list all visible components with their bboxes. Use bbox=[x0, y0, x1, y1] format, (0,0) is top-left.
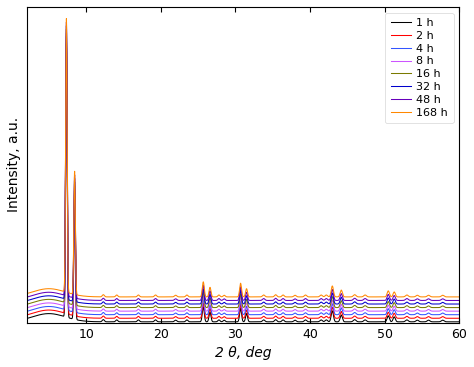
2 h bbox=[374, 316, 380, 320]
Line: 32 h: 32 h bbox=[27, 26, 459, 304]
2 h bbox=[127, 316, 132, 320]
8 h bbox=[453, 309, 459, 313]
4 h bbox=[124, 312, 130, 317]
168 h bbox=[218, 294, 223, 298]
Line: 2 h: 2 h bbox=[27, 40, 459, 318]
168 h bbox=[187, 295, 192, 299]
32 h bbox=[187, 302, 192, 306]
48 h bbox=[374, 298, 379, 303]
X-axis label: 2 θ, deg: 2 θ, deg bbox=[215, 346, 271, 360]
48 h bbox=[456, 298, 462, 303]
4 h bbox=[24, 309, 29, 314]
48 h bbox=[187, 298, 192, 303]
Line: 16 h: 16 h bbox=[27, 29, 459, 308]
4 h bbox=[187, 312, 192, 317]
1 h bbox=[24, 316, 29, 321]
4 h bbox=[453, 312, 459, 317]
168 h bbox=[129, 295, 135, 299]
4 h bbox=[456, 312, 462, 317]
1 h bbox=[124, 320, 130, 324]
1 h bbox=[64, 41, 69, 46]
2 h bbox=[456, 316, 462, 320]
1 h bbox=[456, 320, 462, 324]
1 h bbox=[127, 320, 132, 324]
48 h bbox=[127, 298, 132, 303]
32 h bbox=[129, 302, 135, 306]
32 h bbox=[64, 23, 69, 28]
16 h bbox=[124, 305, 130, 310]
32 h bbox=[24, 299, 29, 303]
168 h bbox=[374, 295, 379, 299]
16 h bbox=[24, 302, 29, 306]
48 h bbox=[453, 298, 459, 303]
8 h bbox=[64, 31, 69, 35]
16 h bbox=[374, 305, 379, 310]
16 h bbox=[127, 305, 132, 310]
Line: 8 h: 8 h bbox=[27, 33, 459, 311]
168 h bbox=[24, 291, 29, 296]
168 h bbox=[127, 295, 132, 299]
48 h bbox=[124, 298, 130, 303]
8 h bbox=[124, 309, 130, 313]
Line: 1 h: 1 h bbox=[27, 44, 459, 322]
4 h bbox=[127, 312, 132, 317]
48 h bbox=[24, 295, 29, 299]
16 h bbox=[129, 305, 135, 310]
8 h bbox=[456, 309, 462, 313]
4 h bbox=[374, 312, 379, 317]
16 h bbox=[64, 27, 69, 32]
16 h bbox=[218, 305, 223, 309]
1 h bbox=[453, 320, 458, 324]
8 h bbox=[187, 309, 192, 313]
168 h bbox=[124, 295, 130, 299]
2 h bbox=[218, 315, 223, 320]
16 h bbox=[453, 305, 459, 310]
1 h bbox=[218, 319, 223, 323]
32 h bbox=[456, 302, 462, 306]
4 h bbox=[218, 312, 223, 316]
16 h bbox=[456, 305, 462, 310]
2 h bbox=[453, 316, 459, 320]
2 h bbox=[187, 316, 192, 320]
8 h bbox=[24, 306, 29, 310]
2 h bbox=[124, 316, 130, 320]
Line: 168 h: 168 h bbox=[27, 19, 459, 297]
Y-axis label: Intensity, a.u.: Intensity, a.u. bbox=[7, 117, 21, 212]
32 h bbox=[127, 302, 132, 306]
2 h bbox=[129, 316, 135, 320]
8 h bbox=[127, 309, 132, 313]
168 h bbox=[456, 295, 462, 299]
Legend: 1 h, 2 h, 4 h, 8 h, 16 h, 32 h, 48 h, 168 h: 1 h, 2 h, 4 h, 8 h, 16 h, 32 h, 48 h, 16… bbox=[385, 12, 454, 123]
8 h bbox=[218, 308, 223, 313]
32 h bbox=[374, 302, 379, 306]
2 h bbox=[64, 38, 69, 42]
Line: 48 h: 48 h bbox=[27, 22, 459, 301]
168 h bbox=[64, 17, 69, 21]
32 h bbox=[218, 301, 223, 305]
2 h bbox=[24, 313, 29, 317]
4 h bbox=[129, 312, 135, 317]
1 h bbox=[129, 320, 135, 324]
48 h bbox=[129, 298, 135, 303]
8 h bbox=[374, 309, 379, 313]
168 h bbox=[453, 295, 459, 299]
1 h bbox=[187, 320, 192, 324]
4 h bbox=[64, 34, 69, 39]
Line: 4 h: 4 h bbox=[27, 36, 459, 315]
48 h bbox=[64, 20, 69, 24]
8 h bbox=[129, 309, 135, 313]
16 h bbox=[187, 305, 192, 310]
32 h bbox=[124, 302, 130, 306]
32 h bbox=[453, 302, 459, 306]
48 h bbox=[218, 298, 223, 302]
